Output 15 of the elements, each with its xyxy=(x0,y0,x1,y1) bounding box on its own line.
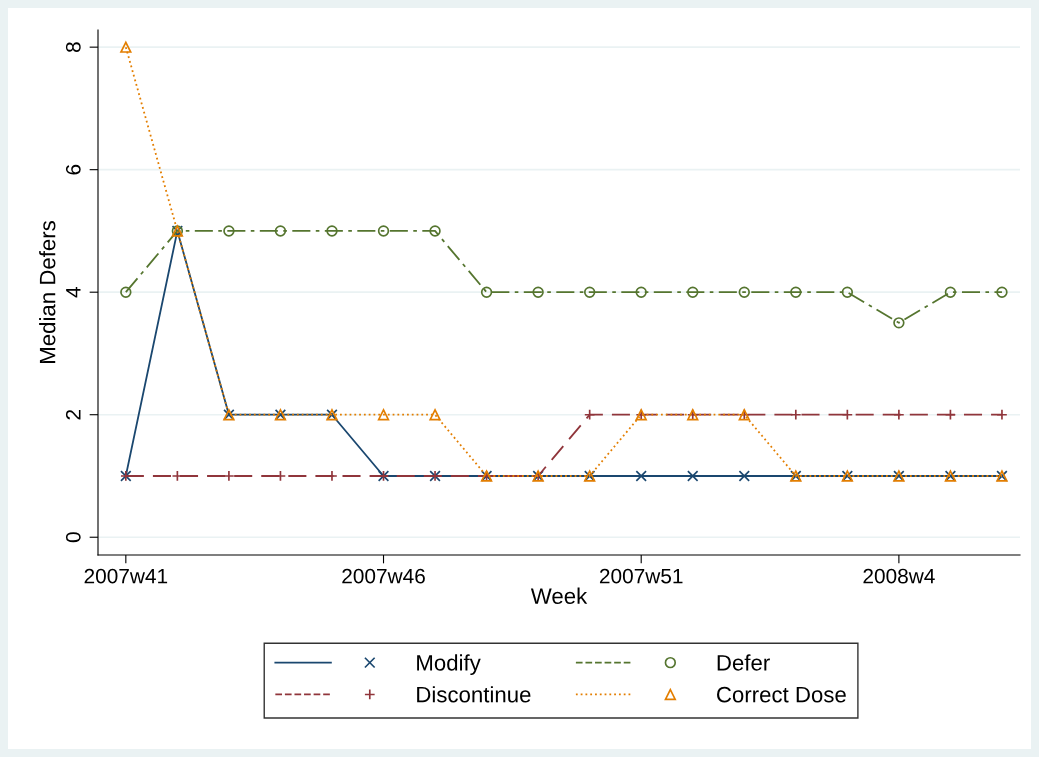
legend-label: Modify xyxy=(417,654,481,676)
x-tick-label: 2007w41 xyxy=(84,568,168,584)
y-tick-label: 2 xyxy=(65,409,81,420)
y-tick-label: 6 xyxy=(65,164,81,175)
y-tick-label: 8 xyxy=(65,42,81,53)
x-tick-label: 2008w4 xyxy=(863,568,935,584)
y-axis-title: Median Defers xyxy=(39,221,56,363)
y-tick-label: 0 xyxy=(65,532,81,543)
y-tick-label: 4 xyxy=(66,287,81,298)
x-tick-label: 2007w51 xyxy=(599,568,683,584)
x-tick-label: 2007w46 xyxy=(342,568,425,584)
x-axis-title: Week xyxy=(530,587,588,604)
legend-label: Discontinue xyxy=(417,686,531,703)
legend-label: Correct Dose xyxy=(717,686,846,703)
legend-label: Defer xyxy=(717,654,770,671)
